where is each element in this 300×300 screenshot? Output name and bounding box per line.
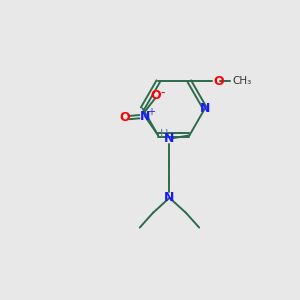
Text: N: N [164, 191, 175, 204]
Text: CH₃: CH₃ [232, 76, 251, 86]
Text: N: N [164, 132, 175, 145]
Text: O: O [151, 89, 161, 102]
Text: +: + [147, 106, 155, 117]
Text: -: - [160, 86, 165, 99]
Text: O: O [119, 111, 130, 124]
Text: O: O [213, 75, 224, 88]
Text: N: N [140, 110, 150, 123]
Text: H: H [160, 129, 168, 139]
Text: N: N [200, 102, 210, 115]
